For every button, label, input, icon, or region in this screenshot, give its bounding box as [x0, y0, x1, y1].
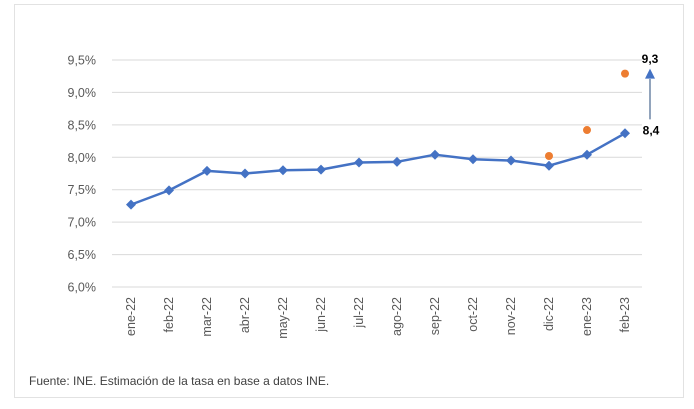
chart-frame: [14, 4, 684, 398]
y-tick-label: 8,5%: [68, 118, 97, 132]
data-point: [582, 149, 592, 160]
x-tick-label: dic-22: [542, 297, 556, 331]
x-tick-label: feb-22: [162, 297, 176, 332]
series-line: [130, 132, 626, 206]
data-point: [392, 156, 402, 167]
x-tick-label: jul-22: [352, 297, 366, 329]
y-tick-label: 7,5%: [68, 183, 97, 197]
y-tick-label: 8,0%: [68, 151, 97, 165]
x-tick-label: abr-22: [238, 297, 252, 333]
data-point: [354, 157, 364, 168]
x-tick-label: mar-22: [200, 297, 214, 337]
x-tick-label: oct-22: [466, 297, 480, 332]
data-point: [278, 165, 288, 176]
y-tick-label: 9,5%: [68, 54, 97, 68]
x-tick-label: may-22: [276, 297, 290, 339]
y-tick-label: 7,0%: [68, 216, 97, 230]
x-tick-label: jun-22: [314, 297, 328, 333]
data-point: [468, 154, 478, 165]
x-tick-label: feb-23: [618, 297, 632, 332]
estimate-point: [621, 69, 629, 78]
data-point: [316, 164, 326, 175]
arrow-head-icon: [645, 68, 655, 79]
data-point: [544, 160, 554, 171]
data-point: [240, 168, 250, 179]
estimate-point: [583, 126, 591, 135]
annotation-label: 8,4: [643, 123, 660, 137]
data-point: [506, 155, 516, 166]
data-point: [164, 185, 174, 196]
annotation-label: 9,3: [642, 52, 659, 66]
x-tick-label: ene-23: [580, 297, 594, 336]
x-tick-label: nov-22: [504, 297, 518, 335]
x-tick-label: ene-22: [124, 297, 138, 336]
estimate-point: [545, 151, 553, 160]
data-point: [202, 165, 212, 176]
y-tick-label: 9,0%: [68, 86, 97, 100]
y-tick-label: 6,5%: [68, 248, 97, 262]
y-tick-label: 6,0%: [68, 281, 97, 295]
data-point: [620, 128, 630, 139]
x-tick-label: sep-22: [428, 297, 442, 335]
data-point: [126, 199, 136, 210]
x-tick-label: ago-22: [390, 297, 404, 336]
source-note: Fuente: INE. Estimación de la tasa en ba…: [29, 374, 330, 388]
data-point: [430, 149, 440, 160]
